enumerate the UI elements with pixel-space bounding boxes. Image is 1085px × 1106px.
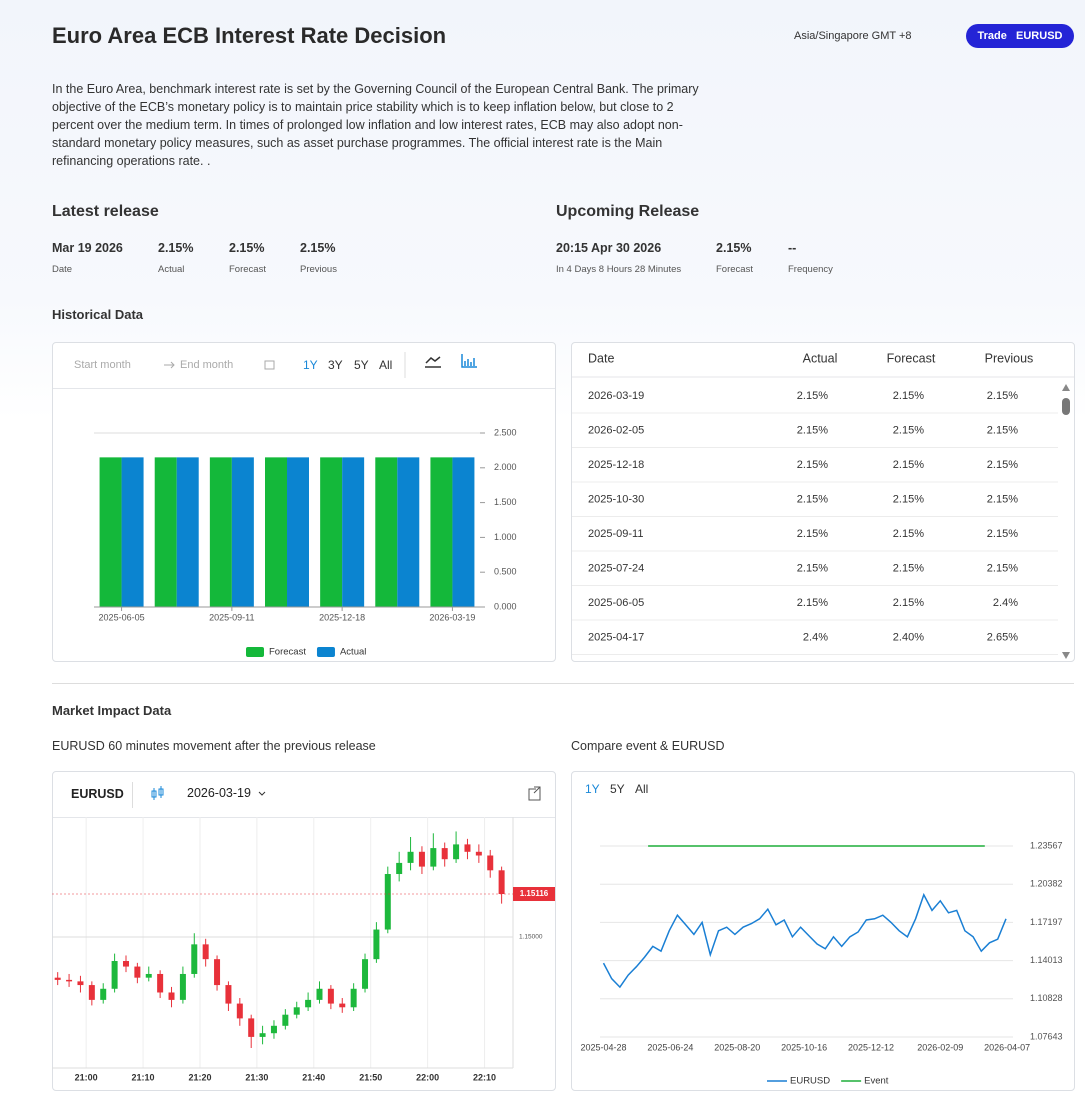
release-label: Date — [52, 264, 73, 275]
trade-label: Trade — [977, 30, 1007, 42]
market-impact-heading: Market Impact Data — [52, 703, 172, 718]
symbol: EURUSD — [71, 787, 124, 801]
range-button[interactable]: 1Y — [585, 782, 600, 796]
divider — [52, 683, 1074, 684]
range-button[interactable]: All — [635, 782, 649, 796]
release-label: Previous — [300, 264, 337, 275]
release-label: Actual — [158, 264, 185, 275]
range-button[interactable]: 3Y — [328, 358, 343, 372]
release-value: Mar 19 2026 — [52, 241, 123, 255]
right-title: Compare event & EURUSD — [571, 739, 725, 753]
release-label: In 4 Days 8 Hours 28 Minutes — [556, 264, 682, 275]
compare-panel — [571, 771, 1075, 1091]
release-label: Forecast — [229, 264, 266, 275]
range-button[interactable]: 5Y — [354, 358, 369, 372]
release-value: 2.15% — [716, 241, 752, 255]
left-title: EURUSD 60 minutes movement after the pre… — [52, 739, 376, 753]
candle-header-border — [53, 817, 555, 818]
trade-symbol: EURUSD — [1016, 30, 1063, 42]
release-value: 20:15 Apr 30 2026 — [556, 241, 662, 255]
release-label: Forecast — [716, 264, 753, 275]
release-value: 2.15% — [300, 241, 336, 255]
bar-chart-panel — [52, 342, 556, 662]
toolbar-border — [53, 388, 555, 389]
timezone[interactable]: Asia/Singapore GMT +8 — [794, 30, 912, 42]
start-month[interactable]: Start month — [74, 359, 131, 371]
latest-heading: Latest release — [52, 203, 159, 220]
range-button[interactable]: 5Y — [610, 782, 625, 796]
date-select[interactable]: 2026-03-19 — [187, 786, 251, 800]
table-panel — [571, 342, 1075, 662]
release-label: Frequency — [788, 264, 833, 275]
range-button[interactable]: All — [379, 358, 393, 372]
release-value: 2.15% — [158, 241, 194, 255]
historical-heading: Historical Data — [52, 307, 144, 322]
release-value: -- — [788, 241, 797, 255]
description: In the Euro Area, benchmark interest rat… — [52, 82, 699, 168]
candle-panel — [52, 771, 556, 1091]
range-button[interactable]: 1Y — [303, 358, 318, 372]
end-month[interactable]: End month — [180, 359, 234, 371]
upcoming-heading: Upcoming Release — [556, 203, 700, 220]
page-title: Euro Area ECB Interest Rate Decision — [52, 23, 447, 48]
trade-button[interactable]: Trade EURUSD — [966, 24, 1074, 48]
release-value: 2.15% — [229, 241, 265, 255]
header-separator — [132, 782, 133, 808]
